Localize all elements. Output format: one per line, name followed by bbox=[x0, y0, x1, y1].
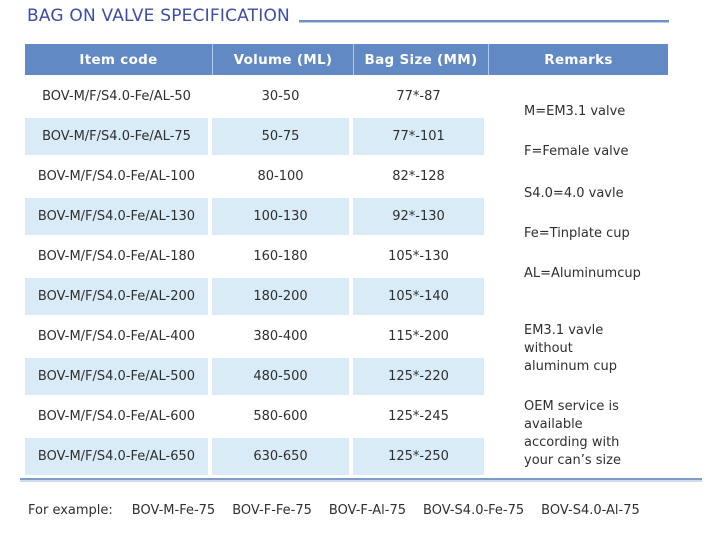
example-code: BOV-F-Fe-75 bbox=[232, 503, 312, 518]
volume-cell: 480-500 bbox=[212, 358, 349, 395]
bag-size-cell: 105*-130 bbox=[353, 238, 484, 275]
remark-oem-service: OEM service is available according with … bbox=[524, 399, 621, 468]
example-label: For example: bbox=[28, 503, 113, 518]
table-bottom-rule bbox=[20, 478, 702, 482]
table-body: M=EM3.1 valve F=Female valve S4.0=4.0 va… bbox=[25, 78, 668, 475]
volume-cell: 380-400 bbox=[212, 318, 349, 355]
bag-size-cell: 125*-220 bbox=[353, 358, 484, 395]
volume-cell: 50-75 bbox=[212, 118, 349, 155]
bag-size-cell: 77*-87 bbox=[353, 78, 484, 115]
item-code-cell: BOV-M/F/S4.0-Fe/AL-180 bbox=[25, 238, 208, 275]
example-code: BOV-M-Fe-75 bbox=[131, 503, 216, 518]
item-code-cell: BOV-M/F/S4.0-Fe/AL-650 bbox=[25, 438, 208, 475]
volume-cell: 30-50 bbox=[212, 78, 349, 115]
bag-size-cell: 125*-245 bbox=[353, 398, 484, 435]
remark-s4-valve: S4.0=4.0 vavle bbox=[524, 186, 624, 201]
item-code-cell: BOV-M/F/S4.0-Fe/AL-600 bbox=[25, 398, 208, 435]
volume-cell: 160-180 bbox=[212, 238, 349, 275]
example-code: BOV-S4.0-Fe-75 bbox=[423, 503, 525, 518]
column-header-bag-size: Bag Size (MM) bbox=[353, 44, 488, 75]
bag-size-cell: 115*-200 bbox=[353, 318, 484, 355]
remark-m-valve: M=EM3.1 valve bbox=[524, 104, 626, 119]
column-header-item-code: Item code bbox=[79, 51, 158, 68]
bag-size-cell: 92*-130 bbox=[353, 198, 484, 235]
volume-cell: 180-200 bbox=[212, 278, 349, 315]
table-header-row: Item code Volume (ML) Bag Size (MM) Rema… bbox=[25, 44, 668, 75]
item-code-cell: BOV-M/F/S4.0-Fe/AL-500 bbox=[25, 358, 208, 395]
volume-cell: 580-600 bbox=[212, 398, 349, 435]
volume-cell: 80-100 bbox=[212, 158, 349, 195]
item-code-cell: BOV-M/F/S4.0-Fe/AL-100 bbox=[25, 158, 208, 195]
example-code: BOV-S4.0-Al-75 bbox=[541, 503, 640, 518]
item-code-cell: BOV-M/F/S4.0-Fe/AL-130 bbox=[25, 198, 208, 235]
bag-size-cell: 105*-140 bbox=[353, 278, 484, 315]
bag-size-cell: 77*-101 bbox=[353, 118, 484, 155]
item-code-cell: BOV-M/F/S4.0-Fe/AL-50 bbox=[25, 78, 208, 115]
page-title: BAG ON VALVE SPECIFICATION bbox=[27, 6, 290, 26]
remarks-merged-cell: M=EM3.1 valve F=Female valve S4.0=4.0 va… bbox=[488, 78, 668, 475]
title-underline-rule bbox=[299, 20, 669, 23]
remark-al-cup: AL=Aluminumcup bbox=[524, 266, 641, 281]
column-header-remarks: Remarks bbox=[488, 44, 668, 75]
column-header-volume: Volume (ML) bbox=[212, 44, 353, 75]
remark-f-valve: F=Female valve bbox=[524, 144, 629, 159]
bag-size-cell: 82*-128 bbox=[353, 158, 484, 195]
item-code-cell: BOV-M/F/S4.0-Fe/AL-200 bbox=[25, 278, 208, 315]
example-codes-row: For example: BOV-M-Fe-75 BOV-F-Fe-75 BOV… bbox=[28, 503, 640, 518]
volume-cell: 100-130 bbox=[212, 198, 349, 235]
item-code-cell: BOV-M/F/S4.0-Fe/AL-75 bbox=[25, 118, 208, 155]
example-code: BOV-F-Al-75 bbox=[328, 503, 407, 518]
remark-em31-no-cup: EM3.1 vavle without aluminum cup bbox=[524, 323, 618, 374]
volume-cell: 630-650 bbox=[212, 438, 349, 475]
remark-fe-cup: Fe=Tinplate cup bbox=[524, 226, 630, 241]
bag-size-cell: 125*-250 bbox=[353, 438, 484, 475]
item-code-cell: BOV-M/F/S4.0-Fe/AL-400 bbox=[25, 318, 208, 355]
